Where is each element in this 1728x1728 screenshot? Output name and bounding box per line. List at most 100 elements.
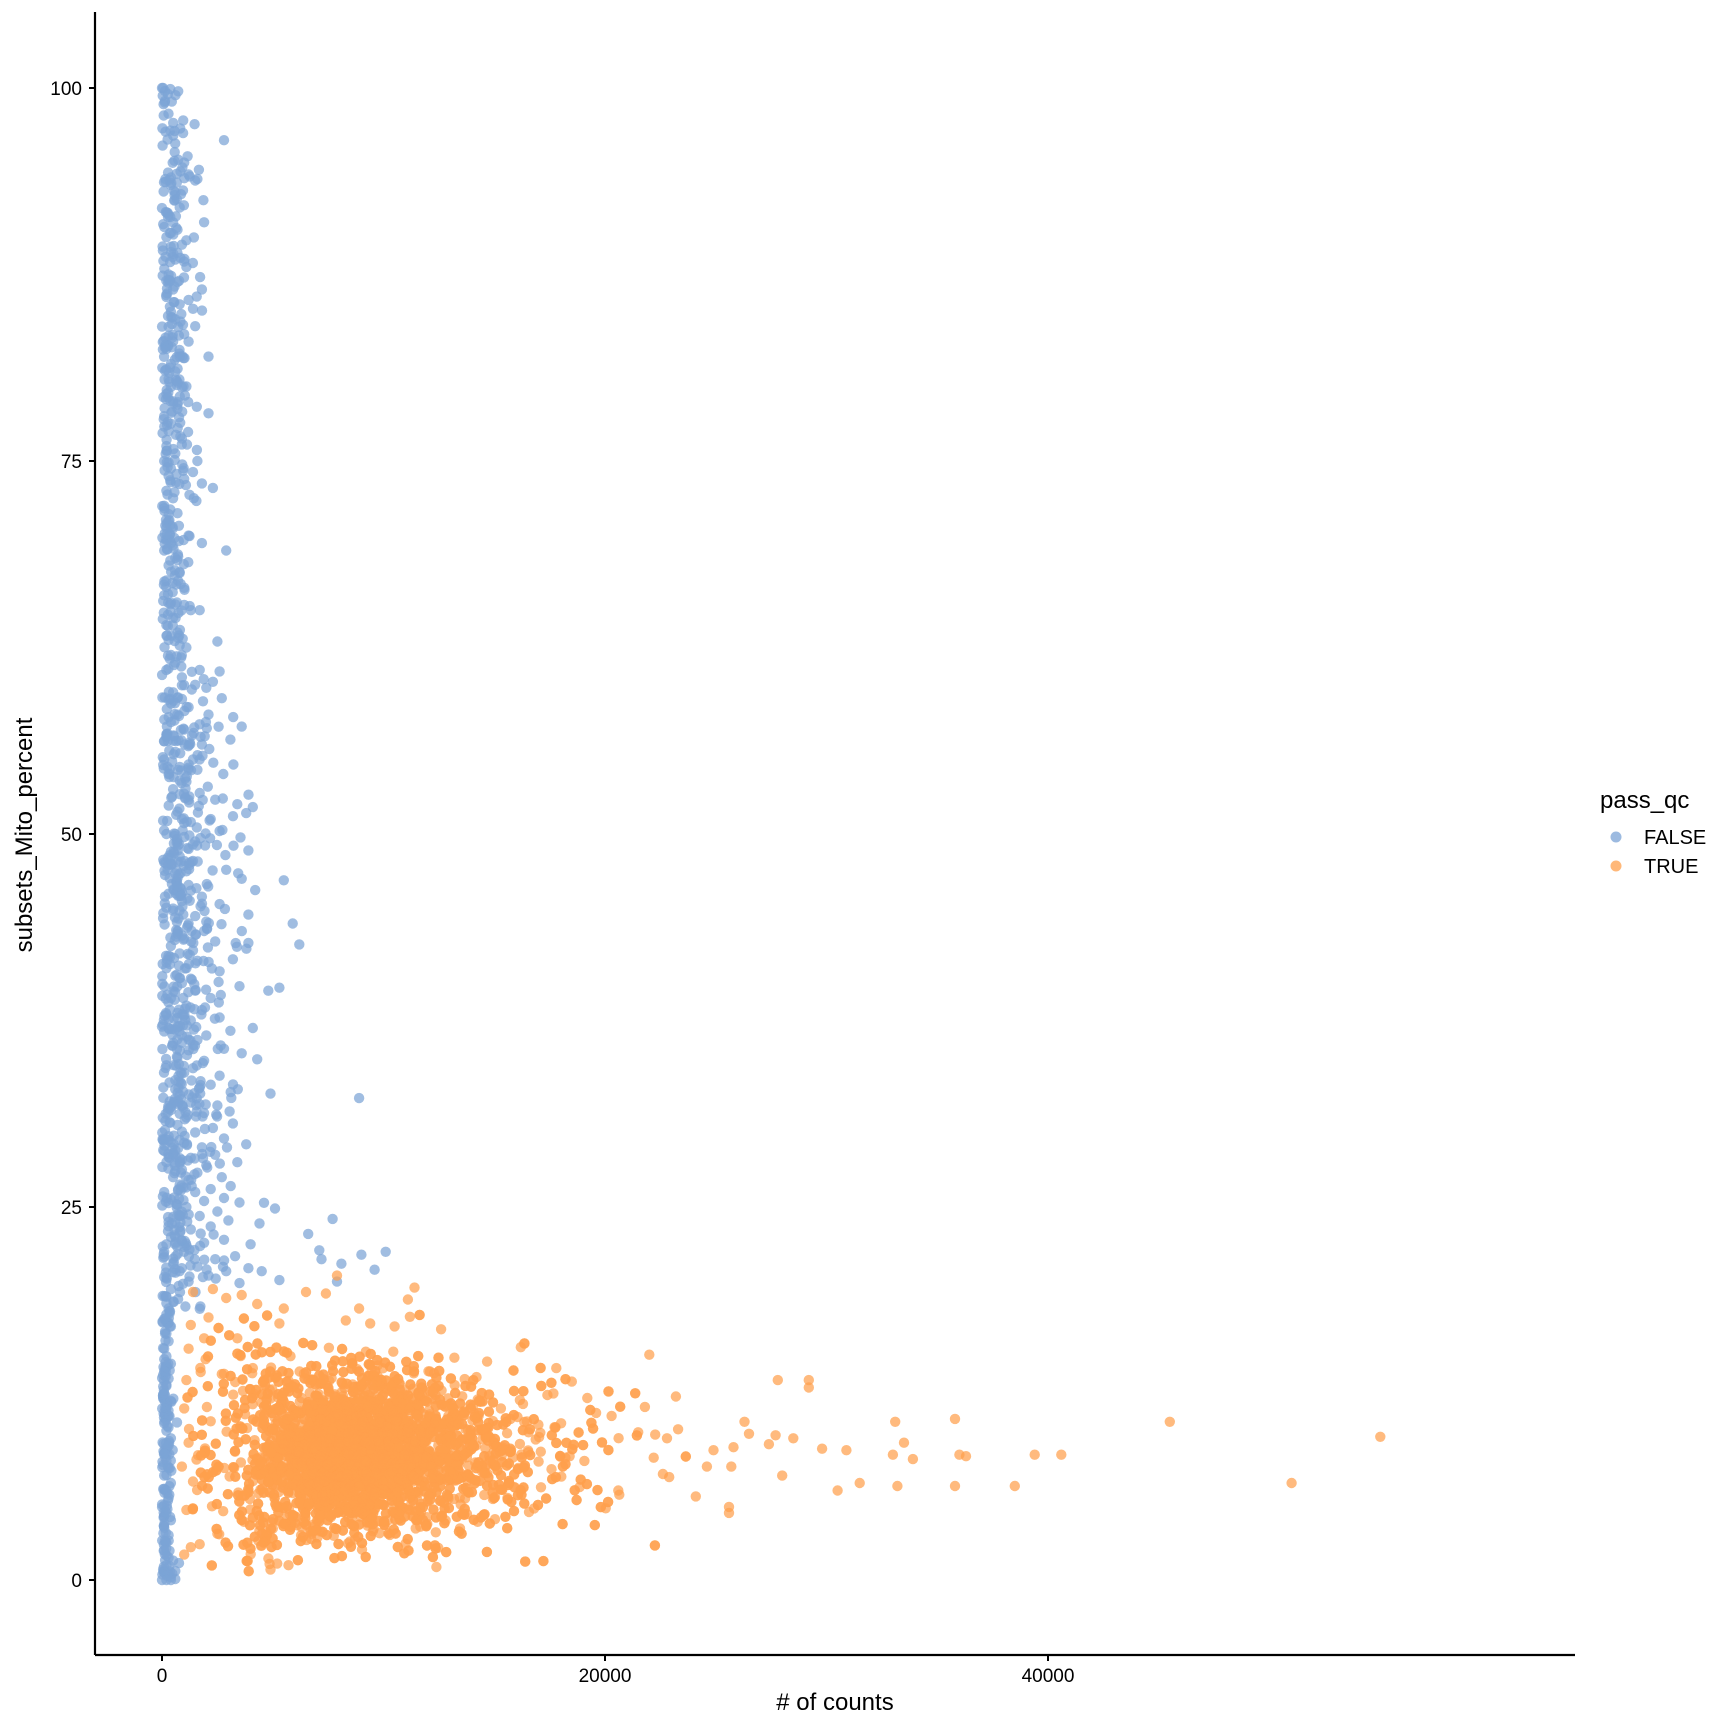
data-point-false — [176, 895, 188, 907]
data-point-false — [163, 694, 174, 705]
data-point-false — [179, 1137, 190, 1149]
data-point-false — [172, 224, 183, 235]
data-point-false — [369, 1264, 380, 1275]
data-point-false — [161, 1239, 172, 1250]
data-point-false — [167, 1037, 179, 1049]
data-point-true — [421, 1540, 433, 1551]
data-point-false — [227, 1118, 239, 1129]
data-point-false — [194, 787, 205, 799]
data-point-false — [203, 408, 214, 419]
data-point-false — [161, 485, 172, 496]
data-point-false — [157, 362, 168, 373]
data-point-false — [241, 807, 252, 819]
data-point-false — [213, 721, 224, 732]
data-point-false — [165, 172, 177, 183]
data-point-false — [176, 680, 188, 691]
data-point-false — [163, 769, 174, 780]
data-point-false — [174, 761, 185, 773]
data-point-false — [211, 1111, 223, 1122]
data-point-false — [180, 1301, 191, 1312]
data-point-false — [159, 1271, 170, 1283]
data-point-false — [173, 412, 185, 423]
data-point-true — [538, 1555, 549, 1567]
data-point-false — [214, 666, 225, 677]
data-point-false — [207, 676, 219, 687]
data-point-false — [218, 1234, 230, 1246]
data-point-false — [176, 813, 188, 825]
data-point-false — [229, 1251, 241, 1262]
data-point-true — [294, 1496, 305, 1508]
data-point-false — [196, 305, 208, 316]
data-point-false — [278, 875, 289, 886]
data-point-false — [165, 992, 177, 1004]
data-point-false — [234, 1197, 245, 1208]
data-point-false — [199, 1254, 210, 1265]
data-point-false — [218, 1133, 230, 1144]
data-point-false — [174, 948, 185, 959]
data-point-false — [236, 925, 247, 937]
data-point-true — [201, 1401, 213, 1413]
data-point-true — [196, 1415, 208, 1426]
data-point-true — [514, 1438, 526, 1450]
data-point-false — [179, 831, 190, 843]
data-point-false — [166, 756, 178, 767]
data-point-false — [179, 933, 190, 944]
data-point-false — [213, 976, 224, 988]
data-point-true — [202, 1381, 213, 1392]
data-point-false — [202, 942, 214, 953]
data-point-false — [256, 1266, 267, 1277]
data-point-false — [205, 1079, 216, 1090]
data-point-false — [157, 90, 168, 101]
data-point-true — [403, 1545, 414, 1556]
data-point-true — [546, 1464, 557, 1475]
data-point-true — [500, 1413, 511, 1424]
data-point-true — [479, 1489, 490, 1501]
data-point-false — [208, 1229, 219, 1240]
data-point-false — [212, 1100, 223, 1111]
data-point-true — [218, 1506, 229, 1517]
data-point-false — [161, 232, 172, 243]
data-point-false — [269, 1203, 281, 1214]
data-point-false — [314, 1245, 325, 1256]
data-point-false — [159, 455, 170, 467]
data-point-true — [202, 1351, 214, 1362]
data-point-true — [567, 1444, 578, 1455]
data-point-false — [336, 1258, 347, 1269]
data-point-true — [649, 1540, 661, 1551]
data-point-false — [159, 545, 170, 556]
data-point-true — [230, 1471, 241, 1482]
data-point-false — [163, 888, 174, 899]
data-point-false — [183, 741, 194, 752]
data-point-false — [179, 1067, 190, 1078]
data-point-false — [196, 891, 208, 902]
data-point-true — [450, 1387, 461, 1399]
data-point-false — [227, 811, 239, 822]
data-point-false — [170, 552, 181, 564]
data-point-false — [157, 971, 168, 982]
data-point-false — [158, 1092, 169, 1104]
data-point-false — [163, 634, 174, 646]
data-point-true — [182, 1392, 193, 1403]
data-point-true — [535, 1482, 547, 1493]
data-point-false — [161, 1060, 172, 1071]
data-point-false — [236, 721, 247, 732]
data-point-false — [189, 722, 200, 733]
data-point-true — [256, 1457, 268, 1468]
data-point-true — [263, 1553, 274, 1564]
data-point-false — [163, 426, 174, 437]
data-point-false — [177, 1100, 188, 1111]
data-point-false — [159, 1124, 171, 1136]
data-point-false — [170, 314, 181, 325]
data-point-false — [178, 559, 189, 570]
data-point-false — [207, 865, 218, 876]
data-point-false — [196, 1142, 208, 1153]
data-point-false — [263, 985, 274, 996]
data-point-false — [181, 963, 192, 974]
data-point-false — [196, 478, 208, 489]
data-point-false — [163, 1440, 174, 1451]
data-point-true — [372, 1354, 383, 1366]
data-point-false — [245, 1239, 256, 1250]
data-point-false — [161, 828, 172, 840]
data-point-false — [184, 895, 195, 906]
data-point-false — [179, 724, 190, 735]
